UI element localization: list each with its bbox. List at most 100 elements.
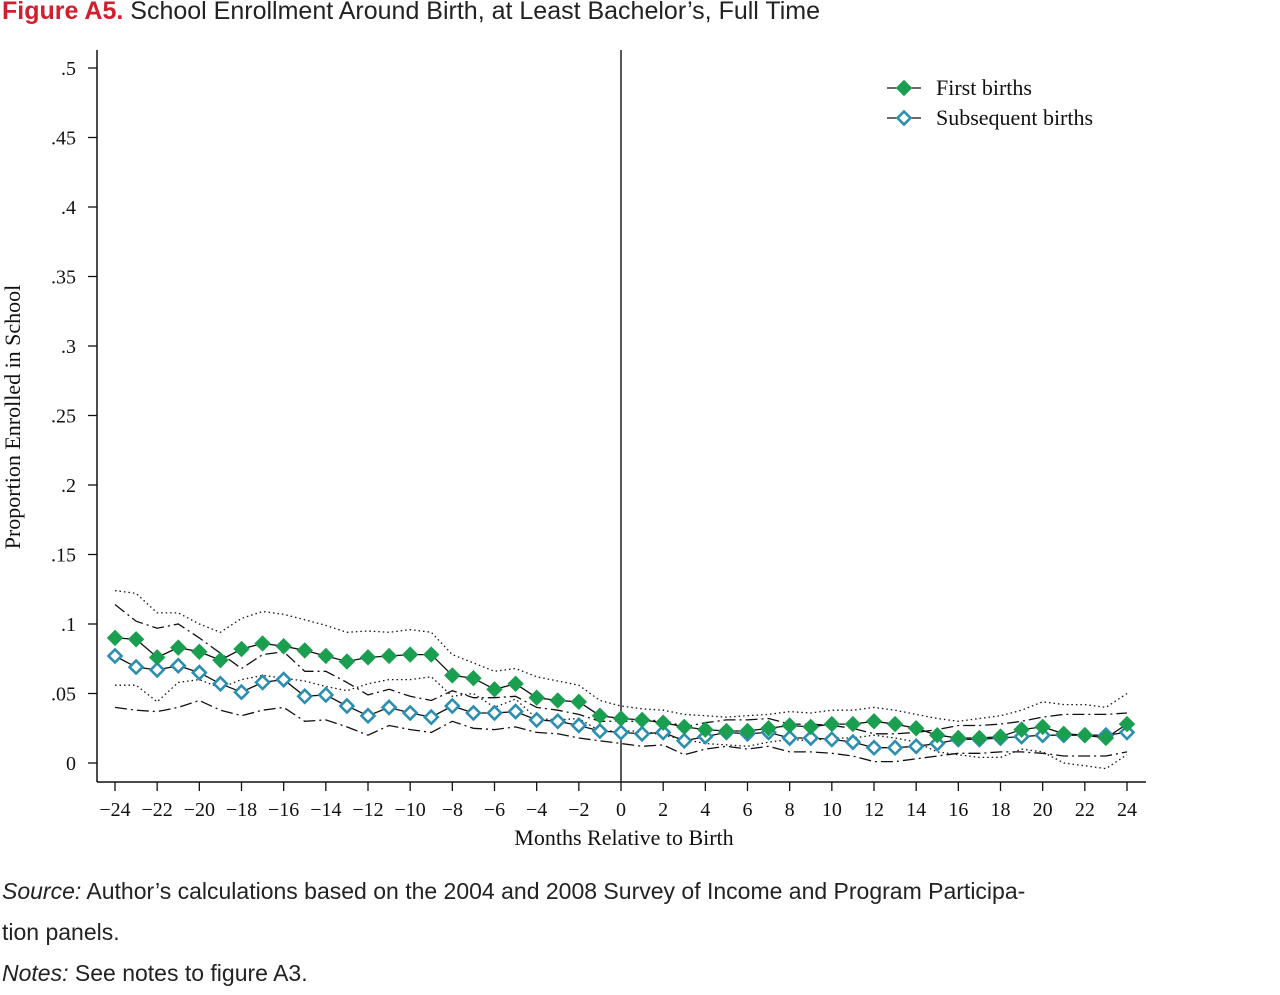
subsequent-births-point	[380, 699, 398, 716]
x-tick-label: −16	[268, 799, 299, 821]
x-tick-label: 4	[700, 799, 710, 821]
legend-item-subsequent-births: Subsequent births	[887, 105, 1093, 130]
legend-label: Subsequent births	[936, 105, 1093, 130]
first-births-point	[612, 710, 630, 727]
x-tick-label: 10	[822, 799, 842, 821]
first-births-point	[486, 681, 503, 698]
notes-text: See notes to figure A3.	[74, 960, 308, 986]
legend-hollow-diamond-icon	[895, 109, 913, 127]
x-axis: −24 −22 −20 −18 −16 −14 −12 −10 −8 −6 −4 −2 0 2 4 6 8 10 1…	[97, 50, 1146, 821]
first-births-point	[886, 715, 904, 733]
x-tick-label: −2	[568, 799, 589, 821]
first-births-point	[1055, 725, 1072, 743]
first-births-point	[317, 647, 335, 665]
first-births-point	[465, 670, 482, 687]
subsequent-births-point	[570, 717, 588, 734]
subsequent-births-point	[612, 724, 630, 741]
first-births-point	[950, 729, 967, 747]
subsequent-births-point	[317, 686, 335, 704]
first-births-point	[401, 646, 419, 663]
source-text: Author’s calculations based on the 2004 …	[86, 878, 1026, 904]
y-tick-label: .4	[61, 197, 76, 219]
subsequent-births-point	[233, 683, 250, 701]
subsequent-births-point	[591, 722, 609, 740]
first-births-point	[233, 640, 250, 658]
x-tick-label: 12	[864, 799, 884, 821]
first-births-point	[127, 631, 145, 648]
first-births-point	[1076, 726, 1094, 744]
subsequent-births-point	[1034, 726, 1052, 744]
notes-label: Notes:	[2, 960, 69, 986]
x-tick-label: −8	[442, 799, 463, 821]
first-births-point	[802, 718, 819, 736]
subsequent-births-point	[422, 708, 440, 726]
x-tick-label: −12	[352, 799, 383, 821]
subsequent-births-point	[127, 658, 145, 676]
subsequent-births-point	[359, 707, 377, 725]
y-tick-label: .25	[51, 406, 76, 428]
subsequent-births-point	[443, 697, 461, 715]
first-births-point	[718, 722, 735, 740]
first-births-point	[971, 729, 988, 747]
x-tick-label: −10	[395, 799, 426, 821]
first-births-point	[275, 638, 292, 655]
x-tick-label: 14	[906, 799, 926, 821]
first-births-point	[781, 717, 798, 734]
first-births-point	[823, 715, 841, 733]
subsequent-births-point	[148, 661, 166, 679]
x-tick-label: 8	[785, 799, 795, 821]
subsequent-births-point	[928, 735, 946, 752]
notes: Notes: See notes to figure A3.	[2, 952, 308, 995]
subsequent-births-point	[507, 703, 524, 720]
y-tick-label: 0	[66, 753, 76, 775]
y-axis: 0 .05 .1 .15 .2 .25 .3 .35 .4 .45 .5	[51, 50, 98, 782]
subsequent-births-point	[296, 687, 314, 705]
first-births-point	[212, 651, 229, 669]
source-note: Source: Author’s calculations based on t…	[2, 870, 1025, 913]
y-tick-label: .1	[61, 614, 76, 636]
x-tick-label: 0	[616, 799, 626, 821]
x-tick-label: 16	[948, 799, 968, 821]
first-births-point	[570, 693, 588, 711]
subsequent-births-point	[212, 675, 229, 693]
first-births-point	[148, 649, 166, 666]
subsequent-births-ci-lower	[114, 699, 1128, 763]
first-births-point	[423, 646, 440, 663]
first-births-point	[1034, 718, 1051, 736]
x-tick-label: 6	[743, 799, 753, 821]
legend-filled-diamond-icon	[895, 79, 913, 97]
subsequent-births-point	[802, 729, 820, 747]
subsequent-births-point	[633, 725, 651, 743]
first-births-point	[106, 629, 124, 647]
subsequent-births-point	[781, 729, 799, 747]
first-births-point	[296, 642, 313, 659]
subsequent-births-point	[654, 724, 672, 741]
first-births-ci-upper	[114, 589, 1128, 722]
first-births-point	[929, 726, 946, 744]
subsequent-births-point	[401, 704, 419, 722]
first-births-point	[528, 689, 545, 706]
y-tick-label: .45	[51, 128, 76, 150]
first-births-point	[591, 707, 609, 724]
source-text-continued: tion panels.	[2, 919, 120, 945]
first-births-point	[739, 722, 756, 740]
first-births-point	[444, 667, 461, 684]
first-births-point	[907, 720, 925, 737]
first-births-point	[338, 653, 356, 670]
first-births-point	[697, 721, 714, 738]
subsequent-births-point	[549, 712, 567, 730]
subsequent-births-point	[106, 647, 124, 665]
y-tick-label: .05	[51, 684, 76, 706]
legend-item-first-births: First births	[887, 75, 1032, 100]
first-births-point	[191, 643, 208, 661]
source-note-continued: tion panels.	[2, 911, 120, 954]
x-tick-label: −6	[484, 799, 505, 821]
subsequent-births-point	[338, 697, 356, 715]
x-tick-label: −4	[526, 799, 547, 821]
subsequent-births-point	[275, 671, 293, 688]
x-axis-label: Months Relative to Birth	[514, 825, 733, 850]
subsequent-births-point	[254, 674, 271, 691]
figure-title: Figure A5. School Enrollment Around Birt…	[2, 0, 820, 26]
x-tick-label: −18	[226, 799, 257, 821]
y-tick-label: .5	[61, 58, 76, 80]
